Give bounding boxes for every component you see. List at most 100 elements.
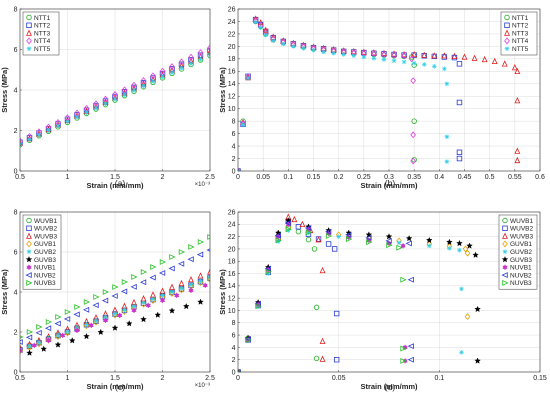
legend-entry: NTT5	[504, 46, 529, 53]
series-ntt5	[238, 19, 450, 171]
legend-entry: NTT4	[26, 37, 51, 45]
legend-entry: NTT3	[26, 29, 51, 37]
data-point	[160, 74, 165, 80]
data-point	[306, 230, 311, 236]
data-point	[26, 329, 34, 335]
data-point	[122, 92, 127, 98]
legend-label: WUVB2	[34, 226, 58, 233]
panel-c: 0.5 1 1.5 2 2.5 0 2 4 6 8 Strain (mm/mm) Stress (MP…	[0, 209, 215, 392]
y-tick-label: 10	[228, 308, 236, 315]
data-point	[333, 356, 340, 363]
data-point	[325, 241, 332, 247]
data-point	[82, 306, 90, 313]
data-points	[238, 15, 521, 171]
y-tick-label: 18	[228, 56, 236, 63]
data-point	[159, 259, 167, 265]
x-tick-label: 0.5	[485, 174, 495, 181]
data-point	[198, 278, 203, 284]
data-point	[188, 244, 195, 250]
plot-frame	[19, 211, 211, 373]
data-point	[432, 64, 437, 69]
data-point	[188, 276, 194, 283]
legend-label: WUVB1	[510, 218, 534, 225]
data-point	[396, 244, 403, 251]
data-point	[514, 97, 521, 104]
data-point	[325, 233, 333, 239]
data-point	[313, 304, 320, 311]
data-point	[45, 319, 53, 325]
data-point	[321, 49, 326, 55]
data-point	[55, 333, 61, 341]
data-point	[421, 62, 427, 67]
data-point	[319, 266, 326, 274]
data-point	[471, 54, 478, 61]
legend-label: WUVB3	[34, 233, 58, 240]
legend-marker	[26, 264, 32, 271]
data-point	[444, 81, 450, 87]
data-point	[491, 57, 498, 65]
data-point	[179, 286, 184, 291]
data-point	[84, 110, 89, 115]
data-point	[511, 64, 518, 71]
legend-entry: NTT1	[26, 14, 51, 22]
data-point	[101, 297, 109, 304]
data-point	[36, 340, 42, 345]
y-tick-label: 0	[14, 168, 18, 175]
data-point	[55, 314, 62, 320]
data-point	[265, 271, 271, 276]
y-tick-label: 6	[232, 131, 236, 138]
legend-marker	[26, 29, 32, 36]
data-point	[159, 67, 166, 75]
legend-marker	[501, 272, 508, 279]
legend-label: NUVB1	[34, 265, 56, 272]
y-tick-label: 4	[14, 289, 18, 296]
plot-area	[238, 212, 540, 372]
data-point	[275, 237, 282, 244]
data-point	[131, 274, 138, 280]
data-point	[451, 54, 458, 61]
y-tick-label: 8	[14, 209, 18, 216]
data-point	[36, 324, 43, 330]
data-point	[182, 302, 190, 310]
y-tick-label: 8	[232, 320, 236, 327]
data-point	[341, 52, 346, 57]
data-point	[263, 32, 268, 38]
legend-marker	[504, 14, 510, 21]
x-tick-label: 0.15	[533, 375, 547, 382]
data-point	[112, 311, 118, 319]
legend-marker	[26, 240, 32, 248]
legend-marker	[26, 14, 32, 21]
legend-label: GUVB2	[510, 249, 532, 256]
data-point	[411, 50, 418, 58]
series-nuvb2	[238, 220, 414, 372]
data-point	[431, 52, 438, 59]
legend-label: GUVB2	[34, 249, 56, 256]
legend-entry: NTT5	[26, 46, 51, 53]
plot-frame	[19, 8, 211, 172]
data-point	[102, 289, 110, 295]
data-point	[405, 240, 412, 247]
data-point	[168, 265, 175, 272]
data-point	[346, 236, 353, 243]
legend-label: NUVB2	[510, 272, 532, 279]
data-point	[451, 52, 458, 60]
data-point	[112, 97, 118, 102]
legend-label: NUVB3	[510, 280, 532, 287]
data-point	[26, 349, 33, 356]
data-point	[197, 272, 204, 279]
data-point	[426, 236, 433, 244]
data-point	[305, 236, 312, 243]
legend-label: NUVB1	[510, 265, 532, 272]
data-point	[83, 332, 90, 340]
data-point	[426, 243, 432, 249]
data-point	[188, 287, 194, 294]
data-point	[386, 242, 393, 249]
y-tick-label: 8	[232, 119, 236, 126]
data-point	[188, 53, 194, 61]
data-point	[459, 286, 464, 292]
data-point	[446, 238, 453, 245]
y-tick-label: 6	[14, 47, 18, 54]
y-tick-label: 8	[14, 6, 18, 13]
legend-marker	[504, 29, 510, 36]
